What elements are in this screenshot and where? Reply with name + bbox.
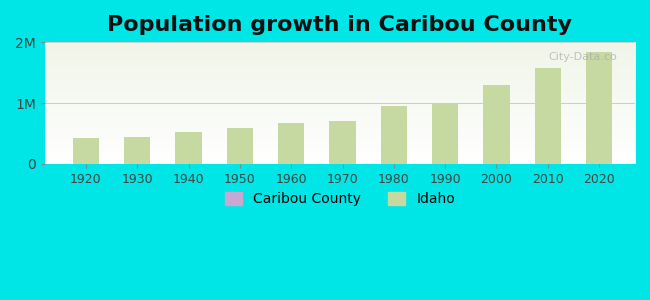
Bar	[381, 106, 407, 164]
Text: City-Data.co: City-Data.co	[549, 52, 618, 62]
Bar	[330, 121, 356, 164]
Bar	[484, 85, 510, 164]
Bar	[535, 68, 561, 164]
Bar	[227, 128, 253, 164]
Bar	[432, 103, 458, 164]
Bar	[73, 138, 99, 164]
Bar	[586, 52, 612, 164]
Bar	[278, 123, 304, 164]
Legend: Caribou County, Idaho: Caribou County, Idaho	[219, 187, 461, 212]
Title: Population growth in Caribou County: Population growth in Caribou County	[107, 15, 573, 35]
Bar	[124, 137, 150, 164]
Bar	[176, 132, 202, 164]
